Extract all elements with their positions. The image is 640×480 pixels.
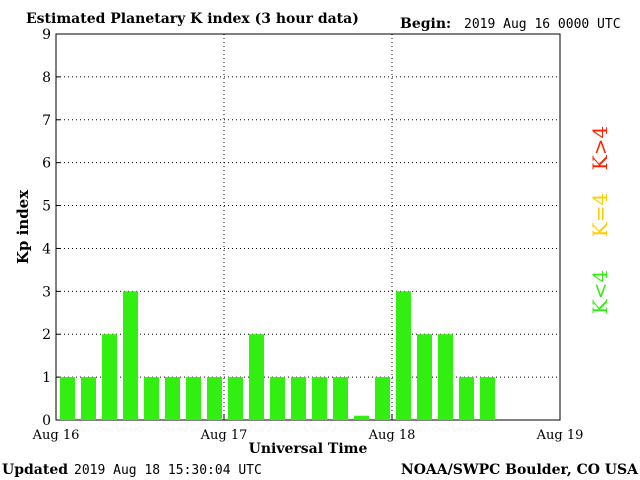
source-credit: NOAA/SWPC Boulder, CO USA (401, 462, 639, 478)
y-tick-label: 7 (42, 113, 51, 129)
chart-title: Estimated Planetary K index (3 hour data… (26, 11, 359, 27)
legend-k-less-4: K<4 (588, 270, 612, 314)
updated-value: 2019 Aug 18 15:30:04 UTC (74, 463, 262, 478)
y-tick-label: 9 (42, 27, 51, 43)
kp-bar (354, 415, 369, 420)
y-tick-labels: 0 1 2 3 4 5 6 7 8 9 (42, 27, 60, 429)
kp-bar (165, 377, 180, 420)
y-tick-label: 5 (42, 199, 51, 215)
kp-bar (207, 377, 222, 420)
kp-bar (249, 334, 264, 420)
legend-k-greater-4: K>4 (588, 126, 612, 170)
kp-bar (333, 377, 348, 420)
x-tick-label: Aug 19 (536, 428, 584, 443)
x-tick-labels: Aug 16 Aug 17 Aug 18 Aug 19 (32, 415, 584, 443)
y-tick-label: 0 (42, 413, 51, 429)
bars (60, 291, 495, 420)
begin-value: 2019 Aug 16 0000 UTC (464, 17, 621, 32)
y-tick-label: 3 (42, 284, 51, 300)
y-tick-label: 6 (42, 156, 51, 172)
kp-bar (123, 291, 138, 420)
y-tick-label: 8 (42, 70, 51, 86)
kp-bar (228, 377, 243, 420)
plot-frame (55, 33, 561, 421)
x-tick-label: Aug 18 (368, 428, 416, 443)
kp-bar (375, 377, 390, 420)
kp-bar (270, 377, 285, 420)
kp-bar (417, 334, 432, 420)
legend-k-equal-4: K=4 (588, 193, 612, 237)
kp-bar (438, 334, 453, 420)
kp-bar (291, 377, 306, 420)
kp-bar (60, 377, 75, 420)
kp-bar (144, 377, 159, 420)
kp-bar (480, 377, 495, 420)
kp-bar (312, 377, 327, 420)
kp-bar (102, 334, 117, 420)
updated-label: Updated (2, 462, 68, 478)
x-tick-label: Aug 16 (32, 428, 80, 443)
y-tick-label: 1 (42, 370, 51, 386)
y-tick-label: 4 (42, 241, 51, 257)
grid-lines (56, 34, 560, 420)
y-tick-label: 2 (42, 327, 51, 343)
kp-bar (459, 377, 474, 420)
y-axis-label: Kp index (14, 189, 32, 264)
x-axis-label: Universal Time (249, 441, 368, 457)
kp-bar (396, 291, 411, 420)
kp-bar (81, 377, 96, 420)
begin-label: Begin: (400, 16, 451, 32)
x-tick-label: Aug 17 (200, 428, 248, 443)
kp-bar (186, 377, 201, 420)
